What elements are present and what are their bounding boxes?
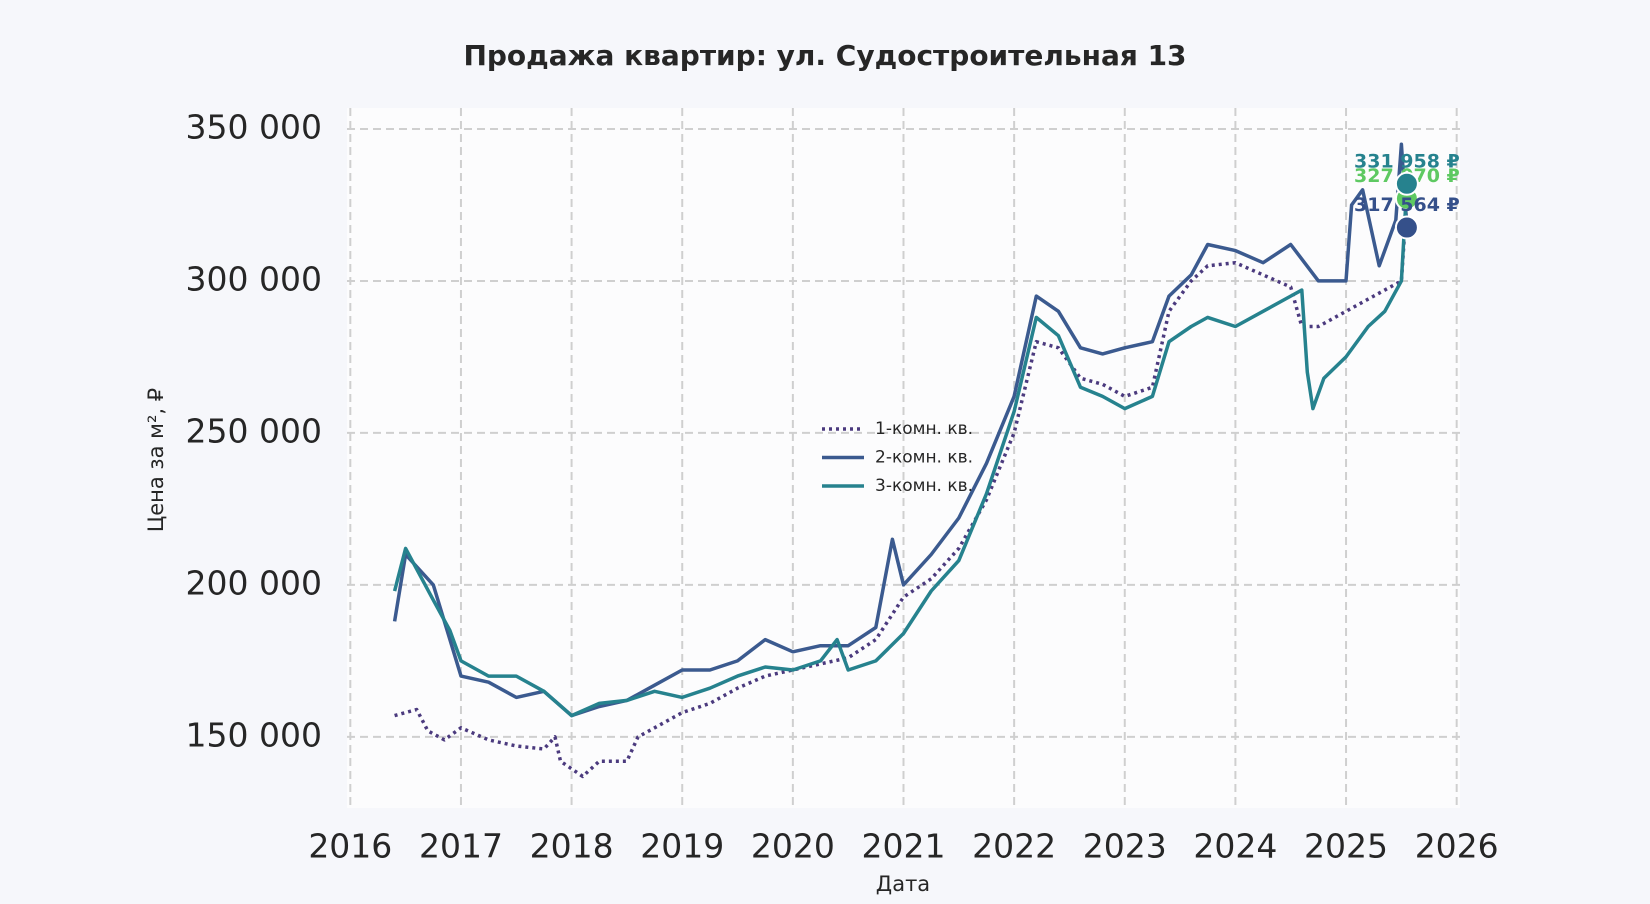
legend-label: 1-комн. кв. [875,419,973,439]
y-tick-label: 250 000 [186,411,322,450]
series-line [394,198,1409,779]
x-tick-label: 2021 [862,827,946,866]
end-marker [1394,215,1419,240]
legend-label: 3-комн. кв. [875,476,973,496]
x-tick-label: 2022 [972,827,1056,866]
series-line [392,183,1409,718]
y-tick-label: 350 000 [186,107,322,146]
x-tick-label: 2016 [308,827,392,866]
end-marker [1394,171,1419,196]
chart-title: Продажа квартир: ул. Судостроительная 13 [463,39,1186,72]
x-axis-label: Дата [876,872,930,896]
x-tick-label: 2023 [1083,827,1167,866]
x-tick-label: 2025 [1304,827,1388,866]
y-tick-label: 300 000 [186,259,322,298]
end-label: 331 958 ₽ [1354,150,1460,172]
y-tick-label: 200 000 [186,563,322,602]
x-tick-label: 2019 [640,827,724,866]
legend-label: 2-комн. кв. [875,448,973,468]
plot-area [347,108,1460,808]
end-label: 317 564 ₽ [1354,194,1460,216]
y-tick-label: 150 000 [186,715,322,754]
x-tick-label: 2024 [1193,827,1277,866]
x-tick-label: 2020 [751,827,835,866]
x-tick-label: 2018 [530,827,614,866]
x-tick-label: 2017 [419,827,503,866]
y-axis-label: Цена за м², ₽ [144,388,168,532]
x-tick-label: 2026 [1415,827,1499,866]
